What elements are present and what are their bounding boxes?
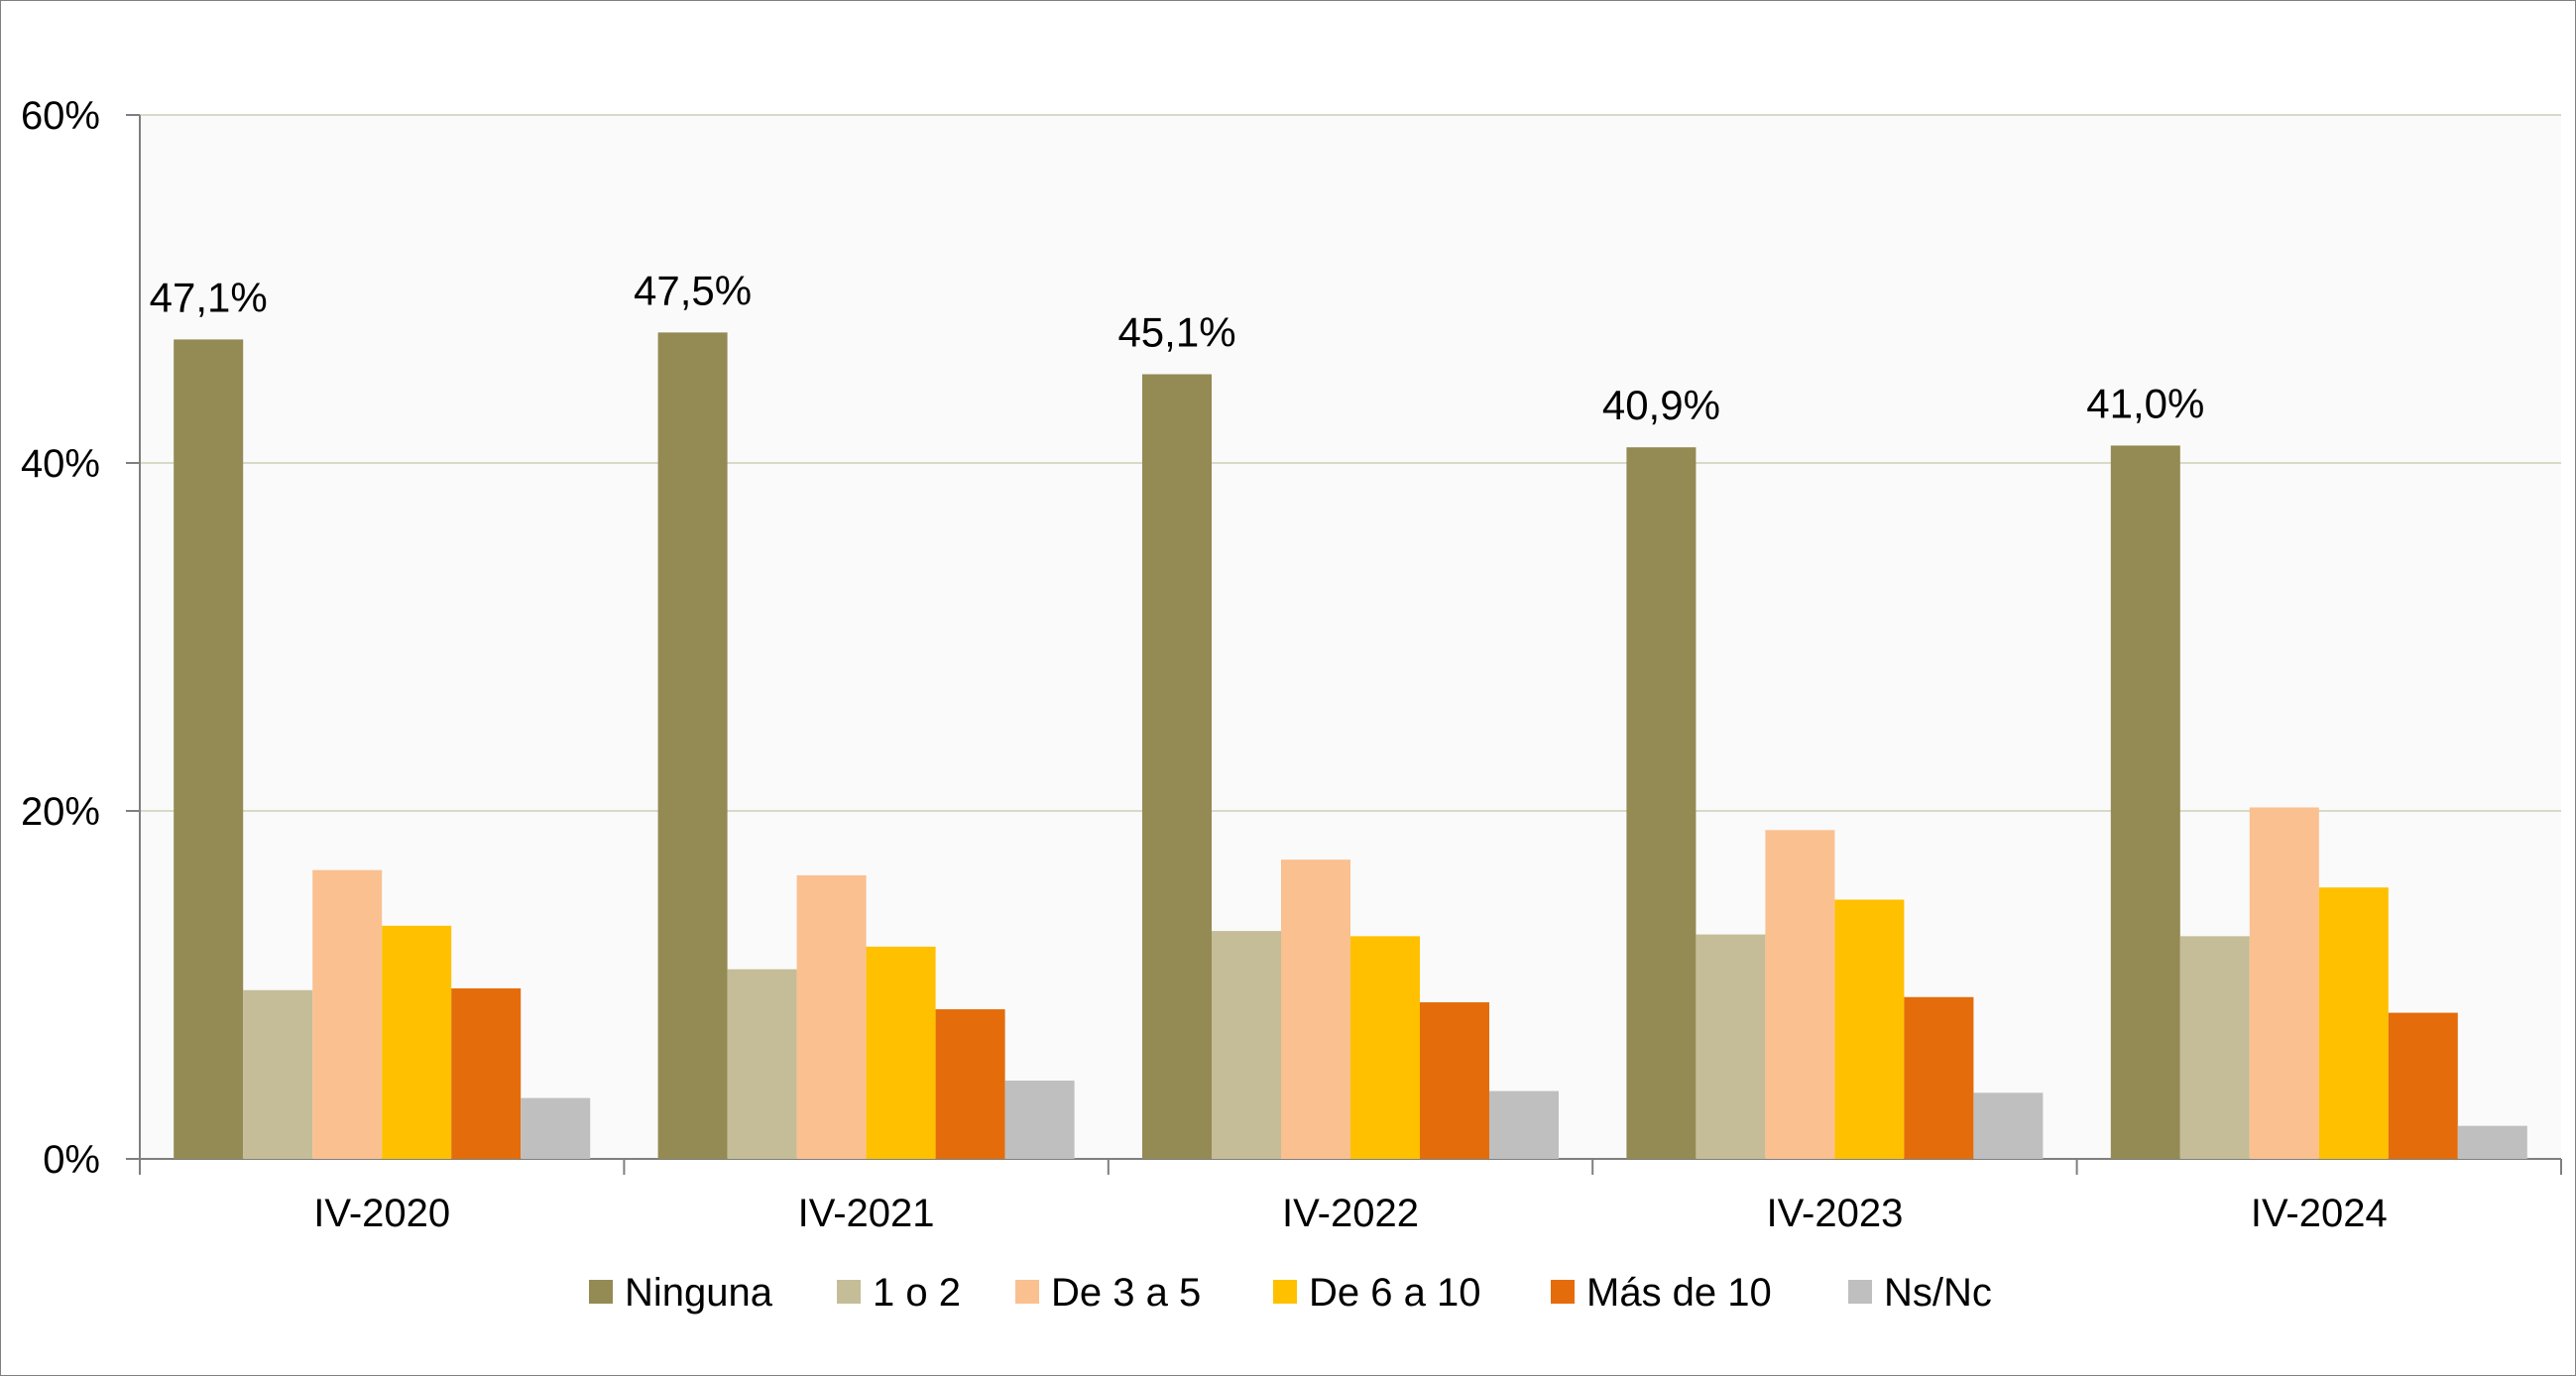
bar-de-6-a-10 [1350, 936, 1420, 1159]
x-tick-label: IV-2021 [798, 1192, 935, 1235]
plot-area: 0% 20% 40% 60% IV-2020 47,1% IV-2021 47,5% IV-20… [21, 94, 2562, 1235]
bar-m-s-de-10 [935, 1009, 1005, 1159]
legend-label: De 6 a 10 [1309, 1271, 1480, 1315]
bar-de-6-a-10 [866, 946, 936, 1159]
bar-1-o-2 [2179, 936, 2250, 1159]
legend-swatch [1551, 1280, 1575, 1304]
x-tick-label: IV-2024 [2251, 1192, 2388, 1235]
bar-de-6-a-10 [382, 925, 452, 1159]
legend-label: Ninguna [625, 1271, 773, 1315]
legend: Ninguna 1 o 2 De 3 a 5 De 6 a 10 Más de 10 Ns… [589, 1271, 1992, 1315]
data-label: 40,9% [1602, 382, 1720, 428]
bar-ns-nc [1004, 1081, 1075, 1159]
bar-ninguna [1626, 447, 1697, 1160]
bar-ns-nc [521, 1097, 591, 1159]
legend-label: De 3 a 5 [1051, 1271, 1201, 1315]
bar-ninguna [1142, 374, 1212, 1159]
bar-de-3-a-5 [796, 874, 867, 1159]
bar-ninguna [174, 339, 244, 1159]
x-tick-label: IV-2020 [313, 1192, 450, 1235]
legend-swatch [1015, 1280, 1039, 1304]
y-tick-label: 40% [21, 442, 100, 486]
bar-de-6-a-10 [1834, 899, 1905, 1159]
y-tick-label: 20% [21, 790, 100, 834]
legend-label: Ns/Nc [1884, 1271, 1992, 1315]
data-label: 41,0% [2086, 380, 2204, 426]
bar-m-s-de-10 [451, 988, 522, 1159]
y-tick-label: 60% [21, 94, 100, 138]
y-tick-label: 0% [43, 1138, 100, 1182]
bar-m-s-de-10 [2388, 1012, 2458, 1159]
bar-de-3-a-5 [1281, 860, 1350, 1159]
bar-ns-nc [1489, 1090, 1559, 1159]
bar-m-s-de-10 [1420, 1002, 1489, 1159]
bar-de-6-a-10 [2318, 887, 2389, 1159]
x-tick-label: IV-2022 [1282, 1192, 1419, 1235]
bar-1-o-2 [727, 969, 797, 1159]
bar-1-o-2 [1212, 931, 1281, 1159]
bar-ns-nc [1973, 1092, 2044, 1159]
data-label: 47,1% [150, 274, 268, 320]
bar-1-o-2 [243, 989, 313, 1159]
legend-swatch [1848, 1280, 1872, 1304]
bar-ns-nc [2457, 1125, 2527, 1159]
bar-1-o-2 [1696, 934, 1766, 1159]
bar-de-3-a-5 [1765, 830, 1835, 1159]
x-tick-label: IV-2023 [1766, 1192, 1903, 1235]
legend-label: Más de 10 [1586, 1271, 1772, 1315]
legend-label: 1 o 2 [873, 1271, 961, 1315]
bar-ninguna [2110, 445, 2180, 1159]
bar-de-3-a-5 [312, 869, 383, 1159]
bar-de-3-a-5 [2249, 807, 2319, 1159]
bar-m-s-de-10 [1904, 996, 1974, 1159]
legend-swatch [589, 1280, 613, 1304]
legend-swatch [837, 1280, 861, 1304]
data-label: 45,1% [1117, 308, 1235, 355]
legend-swatch [1273, 1280, 1297, 1304]
bar-ninguna [657, 332, 728, 1159]
data-label: 47,5% [634, 267, 752, 313]
